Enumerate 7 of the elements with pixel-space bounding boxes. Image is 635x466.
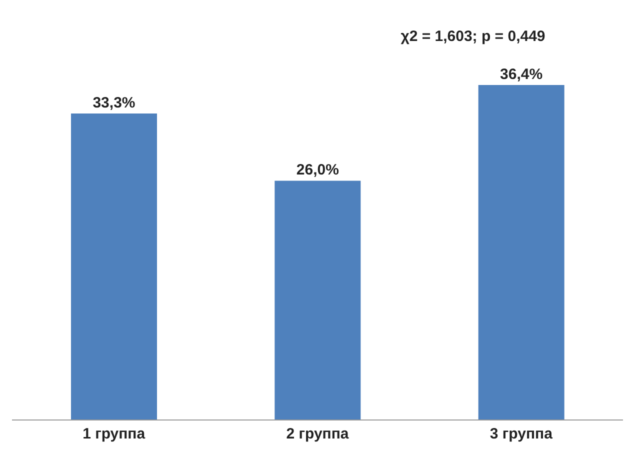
data-label: 33,3% [92, 94, 136, 112]
text: χ2 = 1,603; p = 0,449 [400, 28, 546, 45]
data-label: 36,4% [500, 66, 543, 83]
x-tick-label: 2 группа [286, 426, 350, 443]
x-tick-label: 3 группа [490, 426, 554, 443]
x-tick-label: 1 группа [82, 426, 146, 443]
data-label: 26,0% [296, 162, 339, 179]
